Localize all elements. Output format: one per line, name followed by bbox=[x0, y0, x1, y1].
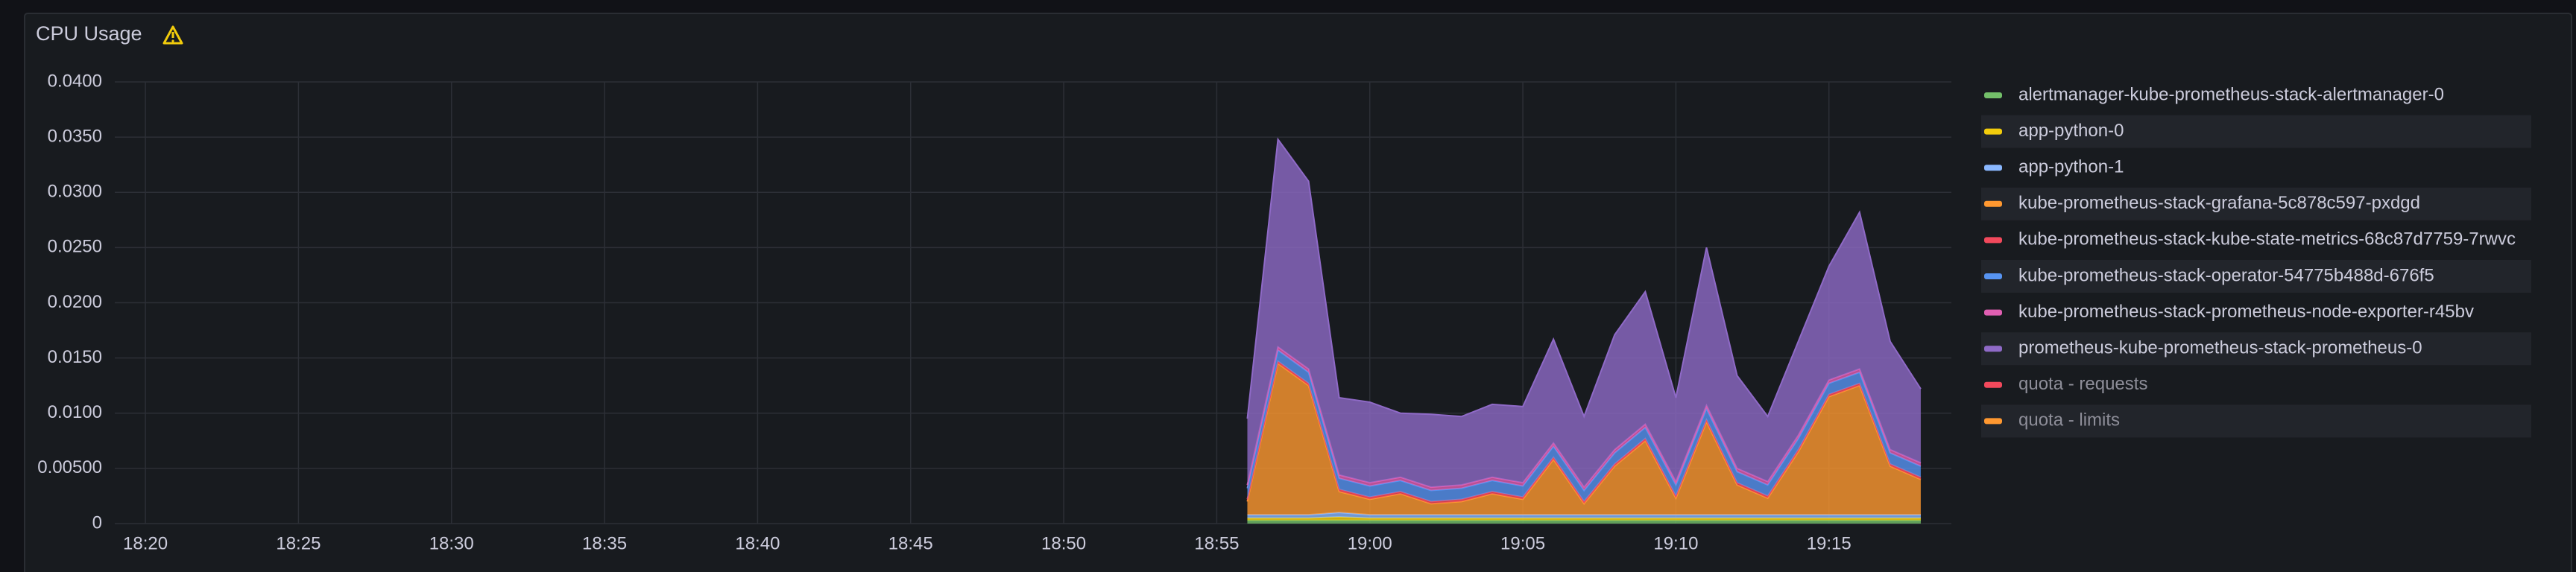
legend-label[interactable]: quota - requests bbox=[2018, 374, 2147, 394]
legend-row-bg bbox=[1981, 187, 2531, 220]
warning-icon[interactable] bbox=[162, 25, 183, 45]
legend-label[interactable]: kube-prometheus-stack-grafana-5c878c597-… bbox=[2018, 193, 2420, 213]
legend-swatch bbox=[1984, 346, 2002, 352]
legend-swatch bbox=[1984, 381, 2002, 388]
x-tick-label: 18:25 bbox=[276, 533, 321, 553]
line bbox=[1246, 346, 1922, 489]
legend-label[interactable]: kube-prometheus-stack-prometheus-node-ex… bbox=[2018, 302, 2474, 322]
legend-row-bg bbox=[1981, 260, 2531, 293]
legend-swatch bbox=[1984, 165, 2002, 171]
legend-swatch bbox=[1984, 128, 2002, 135]
x-tick-label: 18:35 bbox=[582, 533, 627, 553]
legend-label[interactable]: prometheus-kube-prometheus-stack-prometh… bbox=[2018, 338, 2422, 358]
line bbox=[1247, 516, 1921, 519]
legend-row-bg bbox=[1981, 404, 2531, 438]
y-tick-label: 0.0250 bbox=[48, 237, 102, 257]
line bbox=[1246, 137, 1922, 419]
y-tick-label: 0.0200 bbox=[48, 292, 102, 312]
legend-row-bg bbox=[1981, 332, 2531, 366]
legend-label[interactable]: app-python-1 bbox=[2018, 157, 2124, 177]
x-tick-label: 19:05 bbox=[1500, 533, 1545, 553]
x-tick-label: 18:40 bbox=[735, 533, 780, 553]
y-tick-label: 0.00500 bbox=[37, 457, 102, 477]
legend-label[interactable]: kube-prometheus-stack-operator-54775b488… bbox=[2018, 265, 2434, 285]
legend-row-bg bbox=[1981, 115, 2531, 148]
area bbox=[1247, 139, 1921, 488]
x-tick-label: 18:55 bbox=[1194, 533, 1239, 553]
y-tick-label: 0.0150 bbox=[48, 347, 102, 367]
y-tick-label: 0.0350 bbox=[48, 126, 102, 146]
x-tick-label: 19:00 bbox=[1348, 533, 1392, 553]
x-tick-label: 18:20 bbox=[123, 533, 168, 553]
y-tick-label: 0 bbox=[92, 512, 102, 533]
y-tick-label: 0.0400 bbox=[48, 71, 102, 91]
legend-swatch bbox=[1984, 92, 2002, 98]
legend-label[interactable]: quota - limits bbox=[2018, 410, 2120, 430]
x-tick-label: 19:15 bbox=[1807, 533, 1852, 553]
legend-label[interactable]: alertmanager-kube-prometheus-stack-alert… bbox=[2018, 84, 2444, 104]
legend-swatch bbox=[1984, 237, 2002, 244]
legend-swatch bbox=[1984, 309, 2002, 316]
legend-swatch bbox=[1984, 200, 2002, 207]
legend-label[interactable]: kube-prometheus-stack-kube-state-metrics… bbox=[2018, 229, 2516, 250]
legend-swatch bbox=[1984, 273, 2002, 279]
x-tick-label: 19:10 bbox=[1653, 533, 1698, 553]
legend-label[interactable]: app-python-0 bbox=[2018, 121, 2124, 141]
area bbox=[1247, 363, 1921, 515]
chart-title: CPU Usage bbox=[36, 22, 142, 45]
legend-swatch bbox=[1984, 418, 2002, 425]
area bbox=[1247, 520, 1921, 524]
y-tick-label: 0.0100 bbox=[48, 402, 102, 422]
x-tick-label: 18:50 bbox=[1041, 533, 1086, 553]
y-tick-label: 0.0300 bbox=[48, 182, 102, 202]
x-tick-label: 18:45 bbox=[888, 533, 933, 553]
x-tick-label: 18:30 bbox=[429, 533, 474, 553]
